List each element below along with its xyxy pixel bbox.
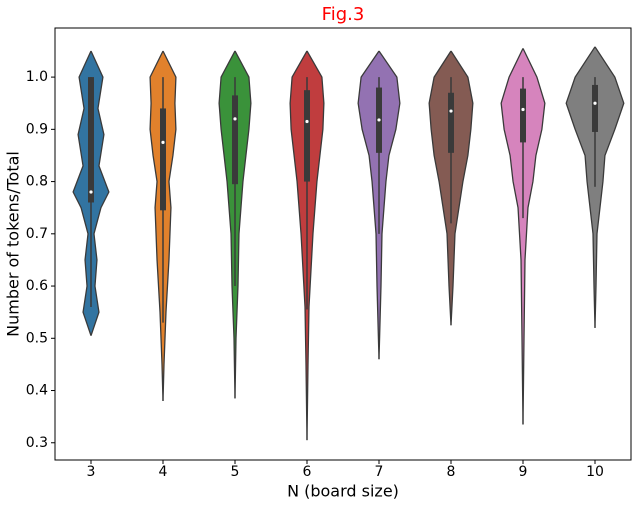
median (89, 190, 93, 194)
violin-half (450, 50, 474, 326)
y-tick-label: 0.4 (26, 383, 48, 399)
box (88, 77, 94, 203)
violin-half (378, 50, 401, 360)
violin-half (306, 50, 325, 441)
x-tick-label: 3 (87, 464, 96, 480)
x-tick-label: 10 (586, 464, 604, 480)
y-axis-label: Number of tokens/Total (4, 151, 23, 337)
box (304, 90, 310, 182)
chart-title: Fig.3 (322, 4, 365, 25)
x-tick-label: 5 (231, 464, 240, 480)
violin-half (428, 50, 452, 326)
x-tick-label: 6 (303, 464, 312, 480)
median (305, 119, 309, 124)
violin-half (72, 50, 92, 336)
median (233, 117, 237, 121)
violin-half (565, 46, 596, 328)
violin-half (594, 46, 625, 328)
y-tick-label: 0.5 (26, 330, 48, 346)
violin-half (289, 50, 308, 441)
box (448, 92, 454, 153)
median (593, 101, 597, 105)
x-tick-label: 7 (375, 464, 384, 480)
box (520, 88, 526, 143)
y-tick-label: 0.8 (26, 174, 48, 190)
box (160, 108, 166, 211)
violin-half (149, 50, 164, 401)
x-axis-label: N (board size) (287, 482, 399, 501)
violin-half (218, 50, 236, 399)
violin-half (162, 50, 177, 401)
y-tick-label: 0.7 (26, 226, 48, 242)
x-tick-label: 8 (447, 464, 456, 480)
box (592, 84, 598, 132)
median (377, 118, 381, 122)
y-tick-label: 1.0 (26, 69, 48, 85)
y-tick-label: 0.9 (26, 121, 48, 137)
violin-half (234, 50, 252, 399)
violin-half (90, 50, 110, 336)
box (232, 95, 238, 185)
violin-half (357, 50, 380, 360)
median (449, 109, 453, 113)
median (161, 140, 165, 144)
y-tick-label: 0.3 (26, 435, 48, 451)
median (521, 107, 525, 112)
violin-half (522, 48, 546, 425)
plot-frame (54, 27, 632, 461)
x-tick-label: 9 (519, 464, 528, 480)
violin-half (500, 48, 524, 425)
y-tick-label: 0.6 (26, 278, 48, 294)
x-tick-label: 4 (159, 464, 168, 480)
